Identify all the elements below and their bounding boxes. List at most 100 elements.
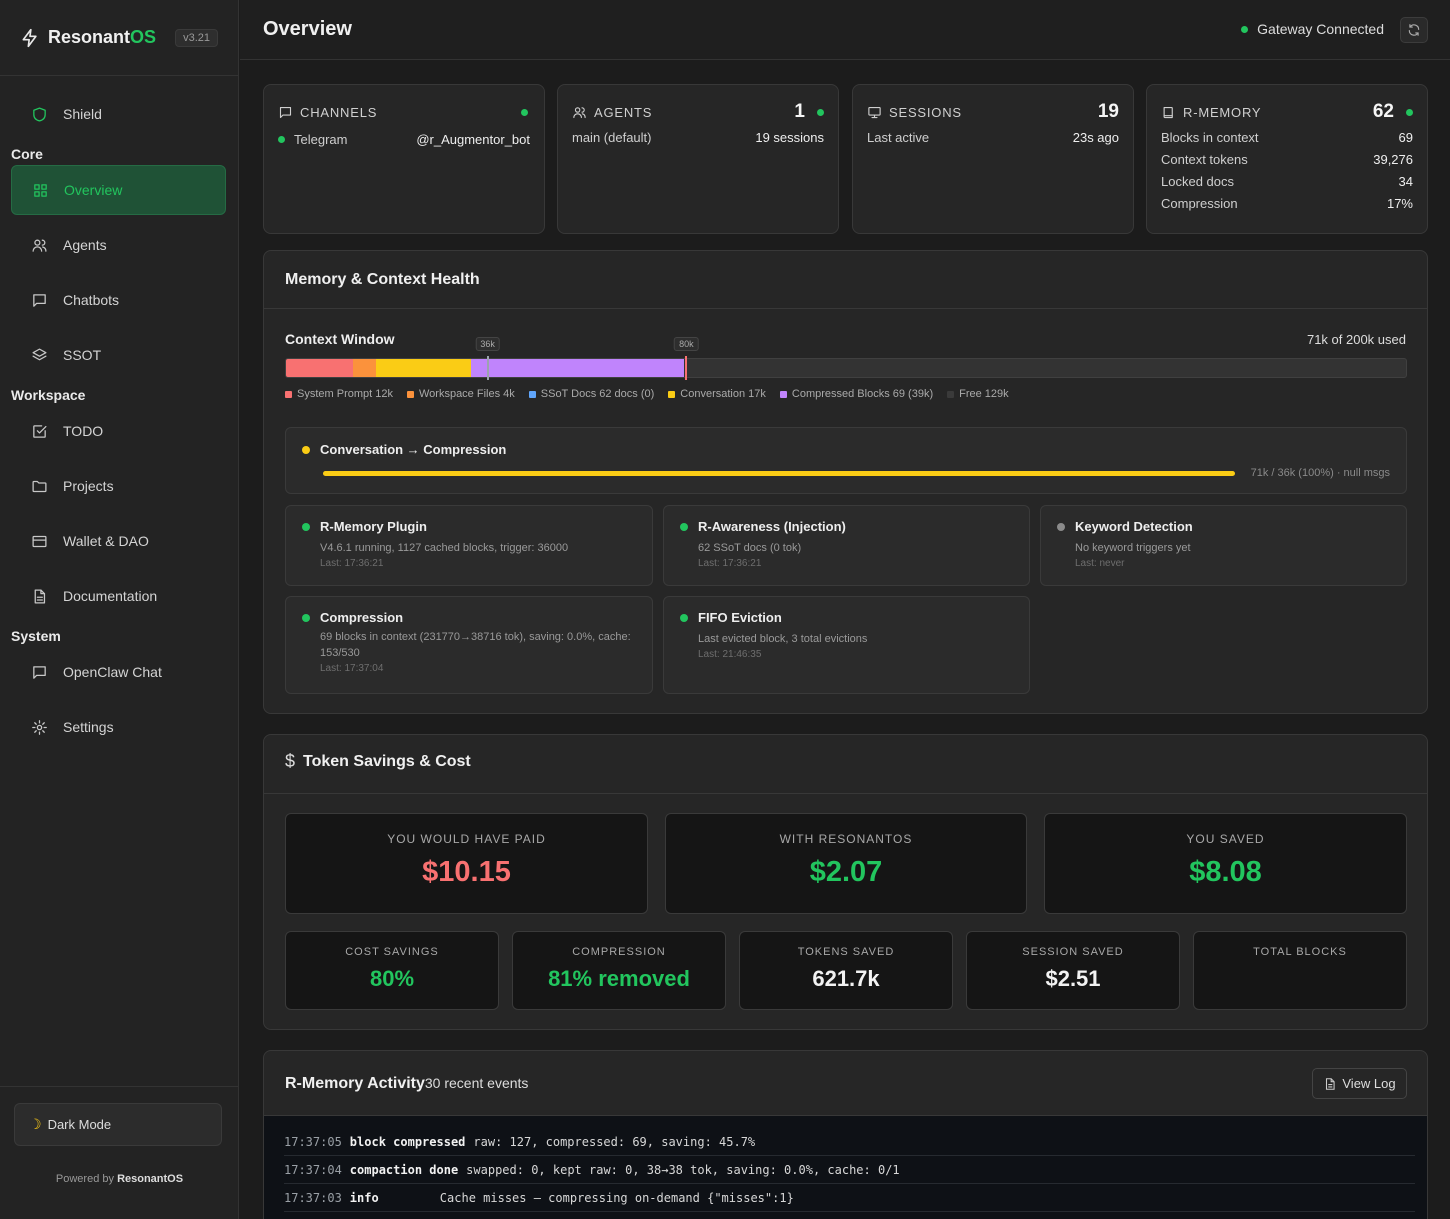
sidebar-item-projects[interactable]: Projects (11, 461, 226, 511)
activity-panel: R-Memory Activity 30 recent events View … (263, 1050, 1428, 1219)
legend-item: SSoT Docs 62 docs (0) (528, 388, 654, 400)
sidebar-item-openclaw-chat[interactable]: OpenClaw Chat (11, 647, 226, 697)
sidebar-item-agents[interactable]: Agents (11, 220, 226, 270)
r-memory-card: R-MEMORY 62 Blocks in context 69 Context … (1146, 84, 1428, 234)
sidebar-item-label: Shield (63, 106, 102, 122)
stat-row: Compression 17% (1161, 196, 1413, 211)
compression-value: 81% removed (548, 966, 690, 991)
with-resonantos-value: $2.07 (809, 856, 883, 888)
divider (264, 308, 1427, 309)
tokens-saved-box: TOKENS SAVED 621.7k (739, 931, 953, 1010)
context-window-bar: 36k 80k (285, 337, 1407, 380)
context-window-label: Context Window (285, 331, 395, 347)
status-dot-icon (1241, 25, 1249, 33)
sidebar-item-label: Agents (63, 237, 107, 253)
view-log-button[interactable]: View Log (1312, 1068, 1407, 1099)
users-icon (573, 106, 586, 118)
sidebar-item-overview[interactable]: Overview (11, 165, 226, 215)
activity-log[interactable]: 17:37:05 block compressed raw: 127, comp… (264, 1115, 1427, 1219)
checkbox-icon (33, 424, 47, 438)
sidebar: ResonantOS v3.21 Shield Core Overview Ag… (0, 0, 239, 1219)
plugin-card-r-memory: R-Memory Plugin V4.6.1 running, 1127 cac… (285, 505, 653, 586)
sidebar-item-shield[interactable]: Shield (11, 89, 226, 139)
book-icon (1163, 106, 1173, 118)
bolt-icon (22, 28, 37, 47)
dark-mode-label: Dark Mode (47, 1117, 112, 1132)
sessions-card: SESSIONS 19 Last active 23s ago (852, 84, 1134, 234)
plugin-card-keyword-detection: Keyword Detection No keyword triggers ye… (1040, 505, 1407, 586)
sidebar-item-chatbots[interactable]: Chatbots (11, 275, 226, 325)
panel-title: R-Memory Activity (285, 1075, 425, 1092)
panel-title: Memory & Context Health (285, 271, 480, 288)
sidebar-item-documentation[interactable]: Documentation (11, 571, 226, 621)
plugin-last: Last: 17:37:04 (320, 663, 384, 674)
moon-icon: ☽ (29, 1116, 42, 1132)
monitor-icon (868, 106, 881, 118)
sidebar-item-todo[interactable]: TODO (11, 406, 226, 456)
compression-progress-card: Conversation → Compression 71k / 36k (10… (285, 427, 1407, 494)
compression-progress-fill (323, 471, 1235, 476)
last-active-value: 23s ago (1072, 130, 1119, 145)
plugin-desc: 62 SSoT docs (0 tok) (698, 542, 802, 554)
log-line: 17:37:03 info Cache misses — compressing… (284, 1184, 1415, 1212)
status-dot-icon (302, 522, 310, 531)
refresh-button[interactable] (1400, 17, 1428, 43)
gear-icon (32, 719, 47, 735)
gateway-status: Gateway Connected (1241, 21, 1384, 37)
stat-row: Blocks in context 69 (1161, 130, 1413, 145)
dark-mode-toggle[interactable]: ☽ Dark Mode (14, 1103, 222, 1146)
sidebar-item-ssot[interactable]: SSOT (11, 330, 226, 380)
status-dot-icon (302, 445, 310, 454)
layers-icon (32, 347, 47, 360)
plugin-last: Last: 17:36:21 (320, 558, 384, 569)
plugin-card-r-awareness: R-Awareness (Injection) 62 SSoT docs (0 … (663, 505, 1030, 586)
page-title: Overview (263, 18, 352, 40)
chat-icon (33, 665, 46, 679)
status-dot-icon (521, 108, 528, 116)
sidebar-item-settings[interactable]: Settings (11, 702, 226, 752)
compression-box: COMPRESSION 81% removed (512, 931, 726, 1010)
divider (264, 793, 1427, 794)
would-have-paid-box: YOU WOULD HAVE PAID $10.15 (285, 813, 648, 914)
with-resonantos-box: WITH RESONANTOS $2.07 (665, 813, 1027, 914)
plugin-card-compression: Compression 69 blocks in context (231770… (285, 596, 653, 694)
sessions-count: 19 (1097, 101, 1119, 122)
plugin-desc: No keyword triggers yet (1075, 542, 1191, 554)
brand-name: ResonantOS (48, 27, 157, 47)
plugin-desc: V4.6.1 running, 1127 cached blocks, trig… (320, 542, 569, 554)
sidebar-item-label: OpenClaw Chat (63, 664, 162, 680)
sidebar-item-label: Chatbots (63, 292, 120, 308)
plugin-desc: 69 blocks in context (231770→38716 tok),… (320, 631, 631, 659)
legend-item: System Prompt 12k (285, 388, 393, 400)
agents-card: AGENTS 1 main (default) 19 sessions (557, 84, 839, 234)
card-title: AGENTS (594, 104, 653, 120)
total-blocks-box: TOTAL BLOCKS (1193, 931, 1407, 1010)
sidebar-item-wallet[interactable]: Wallet & DAO (11, 516, 226, 566)
section-label-system: System (11, 628, 61, 644)
context-legend: System Prompt 12k Workspace Files 4k SSo… (285, 388, 1023, 400)
status-dot-icon (680, 522, 688, 531)
memory-health-panel: Memory & Context Health Context Window 7… (263, 250, 1428, 714)
r-memory-count: 62 (1372, 101, 1394, 122)
stat-row: Context tokens 39,276 (1161, 152, 1413, 167)
agents-count: 1 (794, 101, 805, 122)
sidebar-item-label: Settings (63, 719, 114, 735)
legend-item: Workspace Files 4k (406, 388, 515, 400)
document-icon (1326, 1077, 1335, 1090)
sidebar-item-label: SSOT (63, 347, 102, 363)
sidebar-item-label: Documentation (63, 588, 158, 604)
context-used: 71k of 200k used (1306, 332, 1406, 347)
version-badge: v3.21 (175, 28, 218, 47)
plugin-last: Last: 17:36:21 (698, 558, 762, 569)
segment-system-prompt (286, 359, 354, 377)
threshold-marker-label: 36k (475, 337, 500, 351)
sidebar-item-label: Overview (64, 182, 123, 198)
you-saved-box: YOU SAVED $8.08 (1044, 813, 1407, 914)
card-title: SESSIONS (889, 104, 962, 120)
agent-name: main (default) (572, 130, 652, 145)
segment-compressed-blocks (470, 359, 684, 377)
cost-savings-value: 80% (369, 966, 415, 991)
compression-progress-title: Conversation → Compression (320, 442, 507, 457)
plugin-last: Last: never (1075, 558, 1125, 569)
channels-card: CHANNELS Telegram @r_Augmentor_bot (263, 84, 545, 234)
